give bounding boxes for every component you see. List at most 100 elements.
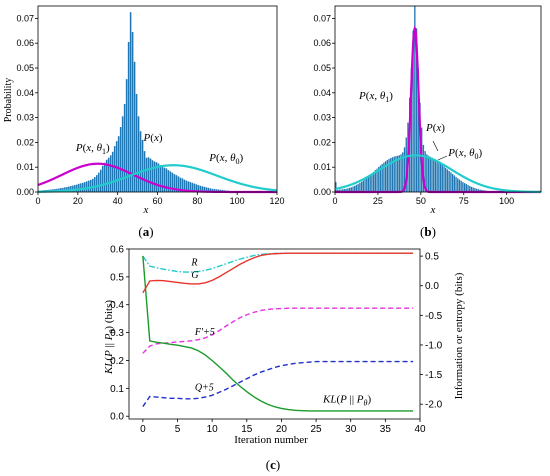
panel-c-series-g	[142, 252, 414, 294]
panel-c-ylabel-right: Information or entropy (bits)	[453, 272, 465, 399]
panel-c-ytick-right-label: -1.0	[425, 340, 443, 351]
panel-c-series-f-5	[142, 307, 414, 354]
panel-a-xtick-label: 120	[269, 196, 284, 206]
panel-b-annotation-pointer	[437, 155, 448, 161]
panel-a-bar	[183, 179, 186, 192]
panel-b-bar	[446, 169, 449, 192]
panel-a-bar	[123, 103, 126, 192]
panel-c-ytick-left-label: 0.5	[110, 272, 124, 283]
panel-b-bar	[362, 180, 364, 192]
panel-b-bar	[352, 186, 354, 192]
panel-a-curves	[37, 162, 278, 194]
panel-b-bar	[343, 189, 346, 192]
panel-a-ytick-label: 0.07	[16, 13, 34, 23]
panel-a-ylabel: Probability	[3, 78, 14, 122]
panel-a-histogram	[38, 12, 259, 193]
panel-a-bar	[175, 175, 178, 192]
panel-c-xtick-label: 5	[175, 424, 181, 435]
panel-b-bar	[448, 170, 450, 192]
panel-b-bar	[439, 163, 442, 192]
panel-c-line-label: R	[190, 258, 197, 269]
panel-c-ytick-left-label: 0.3	[110, 328, 124, 339]
panel-a-bar	[90, 179, 92, 192]
panel-a-bar	[179, 177, 182, 192]
panel-a-label: (a)	[138, 224, 153, 239]
panel-b-bar	[412, 30, 414, 192]
panel-a-bar	[177, 176, 180, 192]
panel-c-chart: 0 5 10 15 20 25 30 35 40 0.0 0.1 0.2 0.3 0.4 0.5 0.6 -2.…	[103, 245, 465, 473]
panel-a-annotation: P(x, θ1)	[75, 142, 110, 156]
panel-a-bar	[111, 151, 114, 192]
panel-b-bar	[467, 185, 469, 192]
panel-a-chart: 0 20 40 60 80 100 120 0.00 0.01 0.02 0.03 0.04 0.05 0…	[3, 5, 285, 239]
panel-b-bar	[433, 158, 435, 192]
panel-b-chart: 0 25 50 75 100 0.00 0.01 0.02 0.03 0.04 0.05 0.06 0.…	[313, 5, 542, 239]
panel-a-bar	[131, 32, 134, 192]
panel-b-bar	[395, 156, 397, 192]
panel-b-curve-theta0	[334, 154, 541, 194]
panel-a-ytick-label: 0.04	[16, 88, 34, 98]
panel-c-ytick-right-label: -2.0	[425, 400, 443, 411]
panel-b-label: (b)	[420, 224, 436, 239]
panel-b-bar	[424, 151, 426, 192]
panel-b-bar	[477, 189, 480, 192]
panel-b-bar	[386, 160, 389, 192]
panel-c-ytick-left-label: 0.4	[110, 300, 124, 311]
panel-c-line-label: KL(P || Pθ)	[322, 393, 371, 407]
panel-a-bar	[197, 185, 200, 192]
panel-b-ytick-label: 0.01	[313, 162, 331, 172]
panel-b-xtick-label: 25	[373, 196, 383, 206]
panel-a-xtick-label: 60	[152, 196, 162, 206]
panel-a-bar	[78, 183, 80, 192]
panel-a-bar	[80, 183, 82, 192]
panel-b-xtick-label: 100	[499, 196, 514, 206]
panel-b-bar	[436, 161, 438, 192]
panel-b-bar	[348, 187, 351, 192]
panel-a-bar	[139, 131, 142, 192]
panel-b-bar	[369, 174, 371, 192]
panel-a-bar	[95, 175, 98, 192]
panel-a-bar	[68, 186, 70, 192]
panel-b-bar	[403, 147, 406, 192]
panel-a-bar	[70, 186, 72, 192]
panel-b-bar	[479, 189, 481, 192]
panel-b-bar	[372, 171, 375, 192]
panel-b-bar	[364, 179, 366, 192]
panel-b-bar	[415, 28, 418, 192]
panel-a-ytick-label: 0.01	[16, 162, 34, 172]
panel-a-axes: 0 20 40 60 80 100 120 0.00 0.01 0.02 0.03 0.04 0.05 0…	[16, 5, 285, 206]
panel-b-bar	[405, 137, 407, 192]
panel-a-bar	[82, 182, 84, 192]
panel-a-bar	[215, 189, 218, 192]
panel-a-bar	[169, 171, 172, 192]
panel-c-ytick-left-label: 0.6	[110, 245, 124, 256]
panel-a-xtick-label: 0	[35, 196, 40, 206]
panel-a-bar	[119, 127, 122, 192]
panel-b-ytick-label: 0.06	[313, 38, 331, 48]
panel-b-bar	[400, 154, 402, 192]
panel-b-bar	[342, 189, 344, 192]
panel-c-xtick-label: 35	[380, 424, 392, 435]
panel-a-bar	[64, 187, 66, 192]
panel-b-bar	[427, 155, 430, 192]
panel-a-bar	[189, 182, 192, 192]
panel-b-ytick-label: 0.03	[313, 113, 331, 123]
panel-a-bar	[105, 159, 108, 192]
panel-b-bar	[441, 164, 443, 192]
panel-b-bar	[347, 188, 349, 192]
panel-a-ytick-label: 0.00	[16, 187, 34, 197]
panel-c-xtick-label: 25	[311, 424, 323, 435]
panel-b-annotation: P(x, θ0)	[447, 147, 482, 161]
panel-a-bar	[127, 41, 130, 193]
panel-b-bar	[458, 179, 461, 192]
panel-a-bar	[205, 187, 208, 192]
panel-b-xtick-label: 50	[416, 196, 426, 206]
panel-b-bar	[357, 184, 359, 192]
panel-c-frame	[128, 248, 421, 420]
panel-a-bar	[163, 167, 166, 192]
panel-b-bar	[371, 173, 373, 192]
panel-b-xtick-label: 0	[332, 196, 337, 206]
panel-b-bar	[443, 166, 445, 192]
panel-a-bar	[167, 170, 170, 192]
panel-a-bar	[165, 168, 168, 192]
